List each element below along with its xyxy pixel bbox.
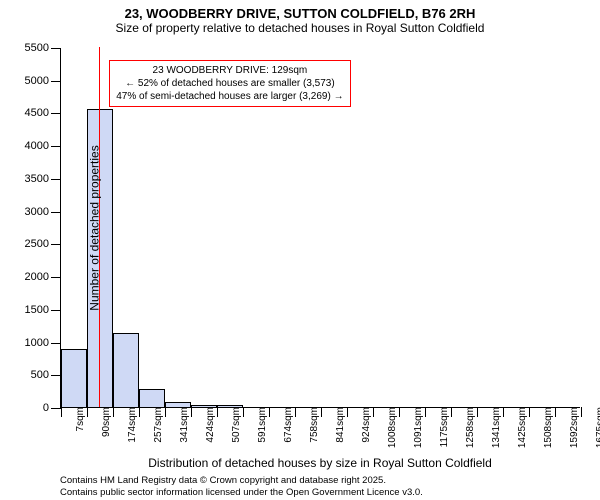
- y-tick-label: 2000: [25, 271, 61, 283]
- bar: [139, 389, 165, 407]
- y-tick-label: 3500: [25, 173, 61, 185]
- x-tick: [269, 407, 270, 417]
- bar: [61, 349, 87, 407]
- footer-copyright: Contains HM Land Registry data © Crown c…: [60, 475, 386, 486]
- y-axis-label: Number of detached properties: [88, 145, 102, 310]
- x-tick: [243, 407, 244, 417]
- plot-region: 0500100015002000250030003500400045005000…: [60, 48, 580, 408]
- x-tick: [87, 407, 88, 417]
- x-tick: [503, 407, 504, 417]
- annotation-box: 23 WOODBERRY DRIVE: 129sqm← 52% of detac…: [109, 60, 350, 107]
- x-tick: [581, 407, 582, 417]
- x-tick-label: 174sqm: [117, 407, 138, 443]
- x-tick: [347, 407, 348, 417]
- x-tick: [555, 407, 556, 417]
- x-tick-label: 1091sqm: [403, 407, 424, 448]
- x-tick: [451, 407, 452, 417]
- x-tick: [373, 407, 374, 417]
- x-tick: [399, 407, 400, 417]
- x-tick: [529, 407, 530, 417]
- x-tick: [295, 407, 296, 417]
- y-tick-label: 1500: [25, 304, 61, 316]
- x-tick-label: 1008sqm: [377, 407, 398, 448]
- x-tick-label: 1175sqm: [429, 407, 450, 447]
- x-tick-label: 507sqm: [221, 407, 242, 443]
- x-tick: [191, 407, 192, 417]
- y-tick-label: 5500: [25, 42, 61, 54]
- x-tick-label: 924sqm: [351, 407, 372, 443]
- x-tick: [165, 407, 166, 417]
- x-tick-label: 341sqm: [169, 407, 190, 443]
- y-tick-label: 0: [43, 402, 61, 414]
- x-tick-label: 1341sqm: [481, 407, 502, 448]
- y-tick-label: 5000: [25, 75, 61, 87]
- x-tick-label: 674sqm: [273, 407, 294, 443]
- annotation-line: 47% of semi-detached houses are larger (…: [116, 90, 343, 103]
- y-tick-label: 500: [31, 369, 61, 381]
- x-tick-label: 424sqm: [195, 407, 216, 443]
- chart-title-main: 23, WOODBERRY DRIVE, SUTTON COLDFIELD, B…: [0, 0, 600, 21]
- y-tick-label: 2500: [25, 238, 61, 250]
- bar: [113, 333, 139, 407]
- annotation-line: ← 52% of detached houses are smaller (3,…: [116, 77, 343, 90]
- annotation-line: 23 WOODBERRY DRIVE: 129sqm: [116, 64, 343, 77]
- x-tick: [425, 407, 426, 417]
- x-tick-label: 90sqm: [91, 407, 112, 437]
- x-tick: [139, 407, 140, 417]
- x-tick-label: 7sqm: [65, 407, 86, 431]
- x-axis-label: Distribution of detached houses by size …: [148, 456, 492, 470]
- y-tick-label: 4000: [25, 140, 61, 152]
- x-tick-label: 257sqm: [143, 407, 164, 443]
- footer-licence: Contains public sector information licen…: [60, 487, 423, 498]
- x-tick-label: 1508sqm: [533, 407, 554, 448]
- x-tick: [321, 407, 322, 417]
- x-tick-label: 1425sqm: [507, 407, 528, 448]
- x-tick-label: 841sqm: [325, 407, 346, 443]
- chart-title-sub: Size of property relative to detached ho…: [0, 21, 600, 39]
- x-tick: [113, 407, 114, 417]
- y-tick-label: 1000: [25, 337, 61, 349]
- x-tick-label: 1675sqm: [585, 407, 600, 448]
- x-tick-label: 758sqm: [299, 407, 320, 443]
- x-tick: [217, 407, 218, 417]
- y-tick-label: 4500: [25, 107, 61, 119]
- y-tick-label: 3000: [25, 206, 61, 218]
- x-tick: [61, 407, 62, 417]
- x-tick: [477, 407, 478, 417]
- x-tick-label: 1592sqm: [559, 407, 580, 448]
- x-tick-label: 591sqm: [247, 407, 268, 443]
- chart-area: 0500100015002000250030003500400045005000…: [60, 48, 580, 408]
- x-tick-label: 1258sqm: [455, 407, 476, 448]
